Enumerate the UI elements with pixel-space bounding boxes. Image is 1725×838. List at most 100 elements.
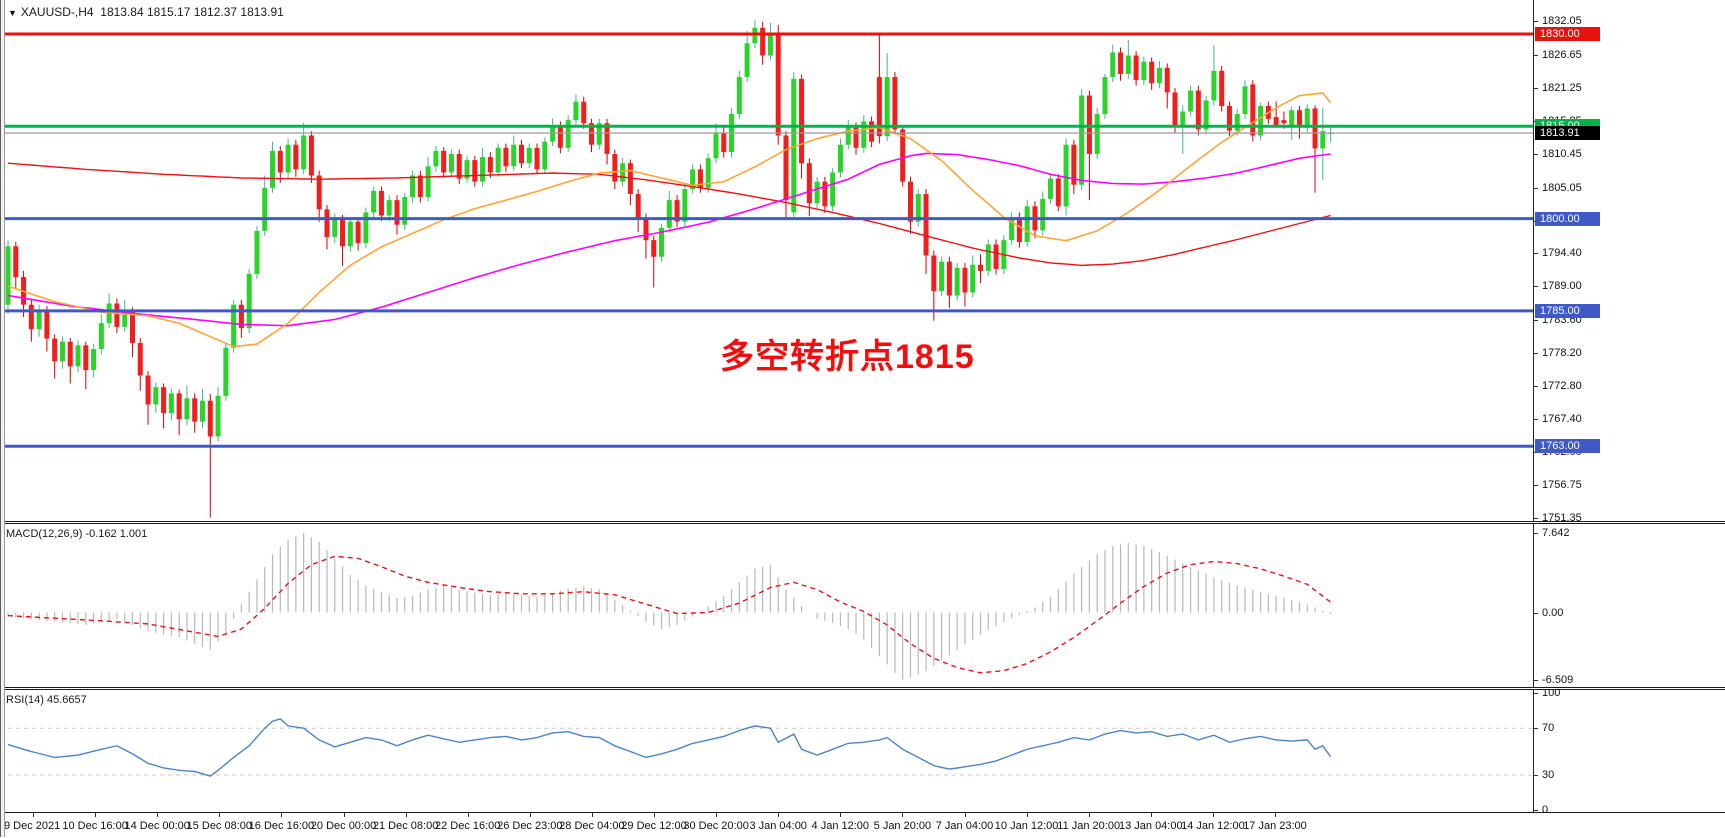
axis-tick-mark <box>1534 21 1538 23</box>
candle-body <box>713 132 719 159</box>
time-label-2: 14 Dec 00:00 <box>124 820 190 832</box>
price-pane[interactable]: ▼ XAUUSD-,H4 1813.84 1815.17 1812.37 1813… <box>0 0 1533 521</box>
time-label-12: 3 Jan 04:00 <box>749 820 807 832</box>
candle-body <box>674 200 680 222</box>
price-chart-svg <box>0 19 1533 518</box>
candle-body <box>480 157 486 182</box>
candle-body <box>783 135 789 201</box>
candle-body <box>1203 100 1209 130</box>
candle-body <box>1009 217 1015 241</box>
time-label-4: 16 Dec 16:00 <box>248 820 315 832</box>
pane-splitter-rsi[interactable] <box>0 687 1725 690</box>
axis-tick-mark <box>1534 319 1538 321</box>
price-tick-1810.45: 1810.45 <box>1542 148 1582 161</box>
candle-body <box>168 393 174 414</box>
time-tick-mark <box>778 813 780 817</box>
candle-body <box>285 144 291 173</box>
candle-body <box>91 349 97 370</box>
candle-body <box>884 77 890 137</box>
candle-body <box>1156 67 1162 84</box>
candle-body <box>1063 144 1069 207</box>
candle-body <box>207 400 213 437</box>
candle-body <box>744 43 750 78</box>
pane-splitter-macd[interactable] <box>0 521 1725 524</box>
time-label-20: 17 Jan 23:00 <box>1243 820 1307 832</box>
candle-body <box>581 101 587 124</box>
candle-body <box>402 197 408 225</box>
candle-body <box>114 303 120 327</box>
candle-body <box>1110 52 1116 78</box>
symbol-dropdown-icon[interactable]: ▼ <box>8 8 17 18</box>
ma-mid-magenta-line <box>7 152 1331 327</box>
candle-body <box>1133 55 1139 81</box>
candle-body <box>1296 110 1302 128</box>
candle-body <box>1086 95 1092 154</box>
candle-body <box>1071 144 1077 185</box>
candle-body <box>589 123 594 145</box>
axis-tick-mark <box>1534 54 1538 56</box>
candle-body <box>200 400 205 422</box>
price-axis[interactable]: 1832.051826.651821.251815.851810.451805.… <box>1533 0 1725 816</box>
candle-body <box>464 160 470 179</box>
candle-body <box>978 264 983 271</box>
candle-body <box>503 147 509 167</box>
candle-body <box>487 157 493 173</box>
candle-body <box>1118 52 1124 74</box>
candle-body <box>604 123 610 154</box>
macd-chart-svg <box>7 533 1332 680</box>
candle-body <box>441 150 447 173</box>
chart-title: ▼ XAUUSD-,H4 1813.84 1815.17 1812.37 1813… <box>8 5 284 19</box>
price-annotation-text[interactable]: 多空转折点1815 <box>720 338 975 376</box>
candle-body <box>316 175 322 210</box>
candle-body <box>534 147 540 170</box>
candle-body <box>939 261 945 292</box>
candle-body <box>1055 178 1061 207</box>
time-label-6: 21 Dec 08:00 <box>372 820 439 832</box>
rsi-line <box>7 718 1332 777</box>
axis-tick-mark <box>1534 419 1538 421</box>
candle-body <box>845 127 851 145</box>
candle-body <box>425 166 431 198</box>
time-axis[interactable]: 9 Dec 2021 10 Dec 16:00 14 Dec 00:00 15 Dec… <box>0 812 1725 838</box>
time-tick-mark <box>1026 813 1028 817</box>
time-label-1: 10 Dec 16:00 <box>62 820 128 832</box>
candle-body <box>215 395 221 437</box>
price-badge-1800.00: 1800.00 <box>1535 211 1600 226</box>
candle-body <box>814 181 820 204</box>
candle-body <box>417 175 423 198</box>
candle-body <box>83 345 89 370</box>
axis-tick-mark <box>1534 484 1538 486</box>
candle-body <box>705 158 711 188</box>
time-tick-mark <box>654 813 655 817</box>
candle-body <box>192 398 198 422</box>
time-label-13: 4 Jan 12:00 <box>811 820 870 832</box>
candle-body <box>1234 113 1240 131</box>
candle-body <box>293 144 299 170</box>
candle-body <box>301 135 307 170</box>
candle-body <box>1040 198 1046 231</box>
candle-body <box>907 181 913 222</box>
candle-body <box>36 309 42 330</box>
candle-body <box>791 78 797 213</box>
macd-pane[interactable]: MACD(12,26,9) -0.162 1.001 <box>0 524 1533 687</box>
candle-body <box>985 244 991 271</box>
candle-body <box>923 193 929 256</box>
rsi-pane[interactable]: RSI(14) 45.6657 <box>0 690 1533 812</box>
price-tick-1772.8: 1772.80 <box>1542 379 1582 392</box>
candle-body <box>238 304 244 329</box>
axis-tick-mark <box>1534 253 1538 255</box>
time-label-10: 29 Dec 12:00 <box>621 820 687 832</box>
candle-body <box>876 77 882 137</box>
price-badge-1813.91: 1813.91 <box>1535 125 1600 140</box>
time-label-7: 22 Dec 16:00 <box>434 820 501 832</box>
price-tick-1821.25: 1821.25 <box>1542 81 1582 94</box>
candle-body <box>1048 178 1054 199</box>
axis-tick-mark <box>1534 517 1538 519</box>
rsi-tick-0: 0 <box>1542 804 1549 816</box>
candle-body <box>98 323 104 350</box>
candle-body <box>137 342 143 376</box>
candle-body <box>1250 84 1256 136</box>
time-tick-mark <box>591 813 593 817</box>
macd-tick--6.509: -6.509 <box>1542 674 1574 687</box>
